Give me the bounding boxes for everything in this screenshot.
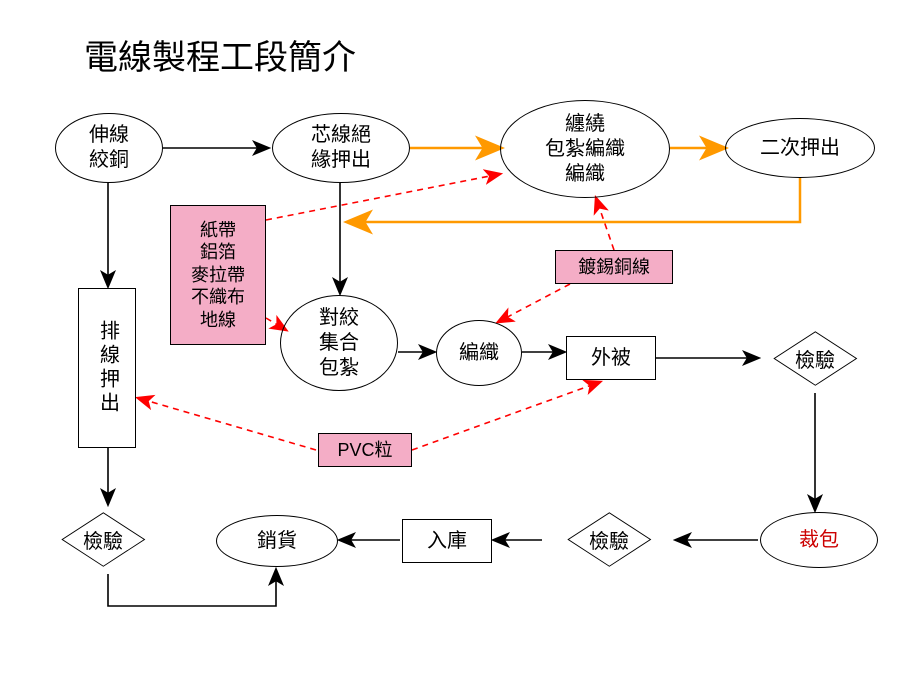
node-n12: 入庫 <box>402 519 492 563</box>
node-n8: 外被 <box>566 336 656 380</box>
node-mat1: 紙帶鋁箔麥拉帶不織布地線 <box>170 205 266 345</box>
node-n10: 檢驗 <box>38 506 168 572</box>
node-mat3: PVC粒 <box>318 433 412 467</box>
node-n11: 銷貨 <box>216 515 338 567</box>
edge <box>108 570 276 606</box>
node-n3: 纏繞包紮編織編織 <box>500 100 670 198</box>
page-title: 電線製程工段簡介 <box>84 30 356 79</box>
edge <box>412 382 600 450</box>
node-n2: 芯線絕緣押出 <box>272 113 410 183</box>
node-n4: 二次押出 <box>725 118 875 178</box>
node-n6: 對絞集合包紮 <box>280 295 398 391</box>
node-n13: 檢驗 <box>544 506 674 572</box>
node-n1: 伸線絞銅 <box>55 113 163 183</box>
edge <box>266 174 500 220</box>
edge <box>596 198 614 250</box>
node-n14: 裁包 <box>760 512 878 568</box>
node-n7: 編織 <box>436 320 522 386</box>
node-n9: 檢驗 <box>760 325 870 391</box>
node-mat2: 鍍錫銅線 <box>555 250 673 284</box>
edge <box>138 398 316 450</box>
edge <box>498 284 570 322</box>
node-n5: 排線押出 <box>78 288 136 448</box>
